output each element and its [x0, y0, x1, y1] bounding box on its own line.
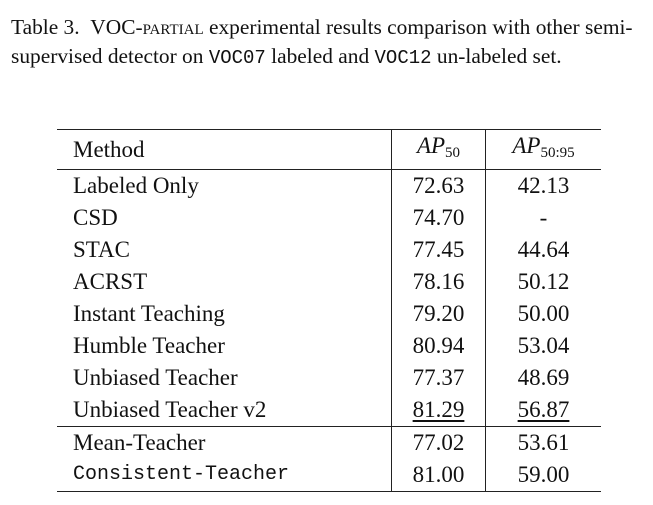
row-ap50-underlined: 81.29 — [391, 394, 486, 427]
caption-label: Table 3. — [11, 15, 80, 39]
row-method: Humble Teacher — [57, 330, 392, 362]
table-row: Labeled Only 72.63 42.13 — [57, 169, 601, 202]
table-caption: Table 3. VOC-partial experimental result… — [11, 13, 645, 73]
caption-text-3: un-labeled set. — [431, 44, 562, 68]
caption-unlabeled-set: VOC12 — [374, 47, 432, 69]
results-table: Method AP50 AP50:95 Labeled Only 72.63 4… — [57, 129, 601, 492]
table-row: ACRST 78.16 50.12 — [57, 266, 601, 298]
row-ap5095: - — [539, 205, 548, 230]
row-method: CSD — [57, 202, 392, 234]
caption-text-1: experimental results comparison with oth… — [11, 15, 633, 68]
header-ap5095-sub: 50:95 — [540, 145, 575, 161]
table-row: Unbiased Teacher v2 81.29 56.87 — [57, 394, 601, 427]
table-row: Instant Teaching 79.20 50.00 — [57, 298, 601, 330]
row-ap5095: 50.00 — [517, 301, 570, 326]
row-method: ACRST — [57, 266, 392, 298]
row-ap5095: 44.64 — [517, 237, 570, 262]
table-row: STAC 77.45 44.64 — [57, 234, 601, 266]
row-ap5095: 48.69 — [517, 365, 570, 390]
row-method: STAC — [57, 234, 392, 266]
row-ap50: 78.16 — [391, 266, 486, 298]
table-row: Consistent-Teacher 81.00 59.00 — [57, 459, 601, 492]
row-ap50: 79.20 — [391, 298, 486, 330]
row-method: Labeled Only — [57, 169, 392, 202]
row-ap50: 77.02 — [391, 426, 486, 459]
row-method: Unbiased Teacher — [57, 362, 392, 394]
row-ap5095-underlined: 56.87 — [486, 394, 602, 427]
table-row: CSD 74.70 - — [57, 202, 601, 234]
row-ap50: 77.45 — [391, 234, 486, 266]
caption-labeled-set: VOC07 — [208, 47, 266, 69]
header-method: Method — [57, 129, 392, 170]
row-method: Instant Teaching — [57, 298, 392, 330]
row-ap5095: 42.13 — [517, 173, 570, 198]
row-method: Unbiased Teacher v2 — [57, 394, 392, 427]
row-ap50-best: 81.00 — [391, 459, 486, 492]
table-row: Mean-Teacher 77.02 53.61 — [57, 426, 601, 459]
caption-text-2: labeled and — [265, 44, 375, 68]
row-ap5095: 50.12 — [517, 269, 570, 294]
ap5095-second-best: 56.87 — [517, 397, 570, 422]
row-ap5095: 53.61 — [485, 426, 601, 459]
row-ap50: 72.63 — [391, 169, 486, 202]
row-ap5095: 53.04 — [517, 333, 570, 358]
row-ap50: 74.70 — [391, 202, 486, 234]
row-ap5095-best: 59.00 — [485, 459, 601, 492]
table-row: Humble Teacher 80.94 53.04 — [57, 330, 601, 362]
header-ap5095-base: AP — [512, 133, 541, 158]
caption-dataset: VOC-partial — [90, 15, 204, 39]
table-row: Unbiased Teacher 77.37 48.69 — [57, 362, 601, 394]
row-ap50: 77.37 — [391, 362, 486, 394]
row-method: Consistent-Teacher — [57, 459, 392, 492]
ap50-second-best: 81.29 — [412, 397, 465, 422]
row-ap50: 80.94 — [391, 330, 486, 362]
row-method: Mean-Teacher — [57, 426, 392, 459]
header-ap5095: AP50:95 — [485, 129, 601, 170]
header-ap50-base: AP — [416, 133, 446, 158]
header-ap50-sub: 50 — [445, 145, 461, 161]
table-header-row: Method AP50 AP50:95 — [57, 129, 601, 170]
header-ap50: AP50 — [391, 129, 486, 170]
